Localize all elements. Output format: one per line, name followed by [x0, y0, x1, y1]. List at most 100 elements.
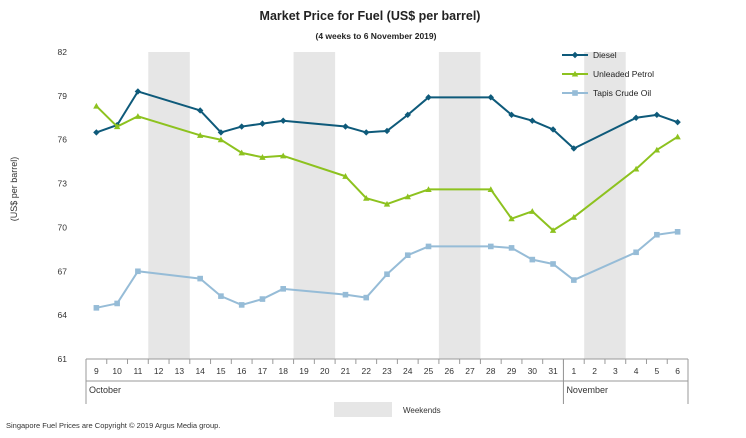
- legend-marker-tapis-crude-oil-shape: [572, 90, 578, 96]
- x-tick-label-19: 28: [486, 366, 496, 376]
- copyright-notice: Singapore Fuel Prices are Copyright © 20…: [6, 421, 220, 430]
- x-tick-label-3: 12: [154, 366, 164, 376]
- data-point-diesel-24: [404, 111, 411, 119]
- legend-marker-unleaded-petrol-shape: [571, 70, 579, 77]
- data-point-diesel-5: [653, 111, 661, 119]
- x-tick-label-4: 13: [175, 366, 185, 376]
- data-point-diesel-6: [674, 118, 681, 126]
- data-point-tapis-crude-oil-28: [487, 243, 494, 250]
- data-point-tapis-crude-oil-18: [280, 286, 287, 292]
- data-point-unleaded-petrol-17: [259, 154, 266, 160]
- data-point-diesel-23: [383, 127, 391, 135]
- data-point-tapis-crude-oil-6: [674, 229, 681, 235]
- data-point-unleaded-petrol-25: [425, 186, 432, 192]
- y-tick-label-61: 61: [58, 354, 68, 364]
- legend-item-diesel: Diesel: [562, 50, 617, 60]
- data-point-diesel-21: [342, 123, 349, 130]
- weekend-legend-label: Weekends: [403, 406, 441, 415]
- y-tick-label-67: 67: [58, 266, 68, 276]
- weekend-band-4: [584, 52, 626, 359]
- data-point-unleaded-petrol-6: [674, 133, 681, 140]
- data-point-diesel-29: [508, 111, 515, 119]
- legend-label-tapis-crude-oil: Tapis Crude Oil: [593, 88, 651, 98]
- x-tick-label-23: 1: [571, 366, 576, 376]
- x-tick-label-26: 4: [634, 366, 639, 376]
- data-point-unleaded-petrol-15: [217, 136, 225, 143]
- x-tick-label-1: 10: [112, 366, 122, 376]
- legend-item-tapis-crude-oil: Tapis Crude Oil: [562, 88, 651, 98]
- y-tick-label-82: 82: [58, 47, 68, 57]
- data-point-diesel-15: [217, 129, 225, 136]
- x-tick-label-6: 15: [216, 366, 226, 376]
- data-point-tapis-crude-oil-15: [218, 293, 224, 299]
- data-point-unleaded-petrol-21: [342, 173, 349, 179]
- legend-marker-diesel-shape: [571, 51, 579, 59]
- data-point-unleaded-petrol-14: [196, 132, 204, 138]
- legend-label-unleaded-petrol: Unleaded Petrol: [593, 69, 654, 79]
- data-point-tapis-crude-oil-23: [384, 271, 390, 278]
- month-label-october: October: [89, 385, 121, 395]
- data-point-tapis-crude-oil-29: [508, 245, 515, 251]
- x-tick-label-20: 29: [507, 366, 517, 376]
- x-tick-label-11: 20: [320, 366, 330, 376]
- data-point-unleaded-petrol-16: [238, 149, 245, 156]
- x-tick-label-17: 26: [445, 366, 455, 376]
- data-point-diesel-4: [632, 114, 640, 121]
- y-tick-label-79: 79: [58, 91, 68, 101]
- x-tick-label-15: 24: [403, 366, 413, 376]
- data-point-tapis-crude-oil-5: [654, 231, 660, 238]
- data-point-tapis-crude-oil-14: [197, 275, 203, 282]
- chart-title: Market Price for Fuel (US$ per barrel): [260, 9, 481, 23]
- legend-marker-diesel: [571, 51, 579, 59]
- data-point-unleaded-petrol-18: [280, 152, 287, 159]
- x-tick-label-2: 11: [133, 366, 142, 376]
- weekend-shading-layer: [148, 52, 626, 359]
- data-point-diesel-14: [196, 107, 204, 114]
- data-point-diesel-17: [259, 120, 266, 127]
- x-tick-label-27: 5: [654, 366, 659, 376]
- data-point-tapis-crude-oil-21: [342, 291, 349, 298]
- x-tick-label-12: 21: [341, 366, 351, 376]
- y-tick-labels: 61 64 67 70 73 76 79 82: [58, 47, 68, 364]
- data-point-unleaded-petrol-30: [529, 208, 536, 214]
- legend: Diesel Unleaded Petrol Tapis Crude Oil: [562, 50, 654, 98]
- x-tick-label-25: 3: [613, 366, 618, 376]
- data-point-tapis-crude-oil-31: [550, 261, 556, 267]
- data-point-tapis-crude-oil-25: [425, 243, 432, 250]
- x-tick-label-0: 9: [94, 366, 99, 376]
- data-point-unleaded-petrol-29: [508, 215, 515, 222]
- legend-marker-unleaded-petrol: [571, 70, 579, 77]
- data-point-unleaded-petrol-1: [570, 213, 578, 220]
- series-tapis-crude-oil: [93, 229, 681, 311]
- y-tick-label-64: 64: [58, 310, 68, 320]
- data-point-tapis-crude-oil-22: [363, 294, 370, 301]
- weekend-legend-swatch: [334, 402, 392, 417]
- weekend-band-2: [293, 52, 336, 359]
- data-point-diesel-18: [280, 117, 287, 124]
- data-point-unleaded-petrol-22: [363, 194, 370, 201]
- series-unleaded-petrol: [93, 102, 681, 233]
- data-point-diesel-28: [487, 94, 494, 101]
- data-point-tapis-crude-oil-11: [135, 268, 141, 275]
- data-point-unleaded-petrol-4: [632, 165, 640, 172]
- data-point-diesel-1: [570, 145, 578, 152]
- chart-subtitle: (4 weeks to 6 November 2019): [316, 31, 437, 41]
- month-label-november: November: [566, 385, 608, 395]
- data-point-unleaded-petrol-23: [383, 200, 391, 207]
- series-diesel: [93, 88, 681, 152]
- data-point-tapis-crude-oil-17: [259, 296, 266, 302]
- data-point-diesel-9: [93, 129, 100, 136]
- legend-item-unleaded-petrol: Unleaded Petrol: [562, 69, 654, 79]
- data-point-unleaded-petrol-9: [93, 102, 100, 109]
- x-tick-label-24: 2: [592, 366, 597, 376]
- x-tick-label-28: 6: [675, 366, 680, 376]
- y-tick-label-70: 70: [58, 222, 68, 232]
- x-tick-label-5: 14: [195, 366, 205, 376]
- x-tick-label-10: 19: [299, 366, 309, 376]
- data-point-tapis-crude-oil-4: [633, 249, 639, 256]
- data-point-unleaded-petrol-5: [653, 146, 661, 153]
- data-point-diesel-25: [425, 94, 432, 101]
- y-tick-label-73: 73: [58, 179, 68, 189]
- data-point-tapis-crude-oil-9: [93, 305, 100, 311]
